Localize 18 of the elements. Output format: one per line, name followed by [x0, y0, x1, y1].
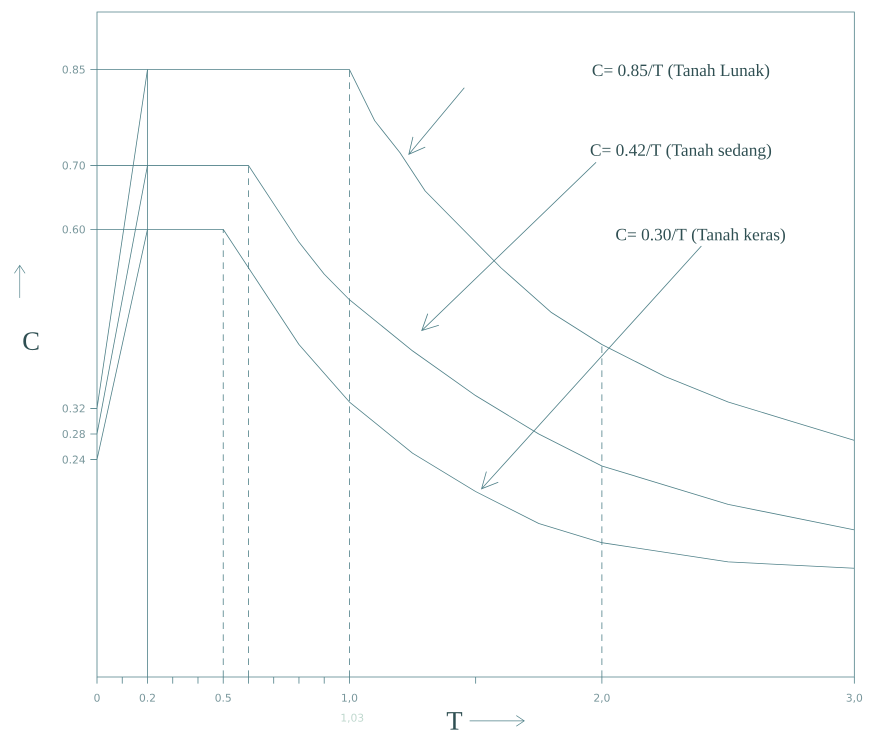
- x-tick-label: 3,0: [846, 694, 862, 703]
- y-tick-label: 0.60: [62, 225, 85, 234]
- y-tick-label: 0.32: [62, 404, 85, 412]
- x-tick-label: 0: [94, 694, 100, 702]
- text: 1,03: [342, 714, 364, 723]
- x-tick-label: 0.5: [215, 694, 231, 702]
- y-axis-title: C: [23, 332, 39, 350]
- y-tick-label: 0.85: [62, 65, 85, 74]
- annotation: C= 0.85/T (Tanah Lunak): [592, 64, 770, 80]
- y-tick-label: 0.70: [62, 161, 85, 170]
- annotation: C= 0.42/T (Tanah sedang): [590, 144, 772, 160]
- annotation: C= 0.30/T (Tanah keras): [616, 228, 785, 244]
- y-tick-label: 0.24: [62, 456, 86, 464]
- y-tick-label: 0.28: [62, 430, 85, 438]
- x-tick-label: 2,0: [594, 694, 610, 703]
- x-tick-label: 0.2: [140, 694, 155, 702]
- x-tick-label: 1,0: [342, 694, 358, 703]
- x-axis-title: T: [446, 712, 462, 730]
